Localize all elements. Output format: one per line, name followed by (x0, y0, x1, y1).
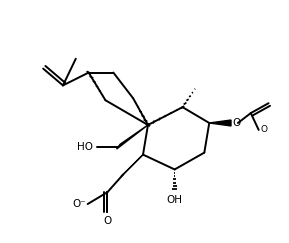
Polygon shape (209, 120, 231, 126)
Polygon shape (121, 155, 143, 176)
Text: O: O (261, 125, 268, 134)
Text: HO: HO (77, 142, 92, 152)
Text: O⁻: O⁻ (72, 199, 86, 209)
Text: OH: OH (167, 195, 183, 205)
Text: O: O (103, 216, 112, 226)
Text: O: O (232, 118, 240, 128)
Polygon shape (116, 125, 148, 149)
